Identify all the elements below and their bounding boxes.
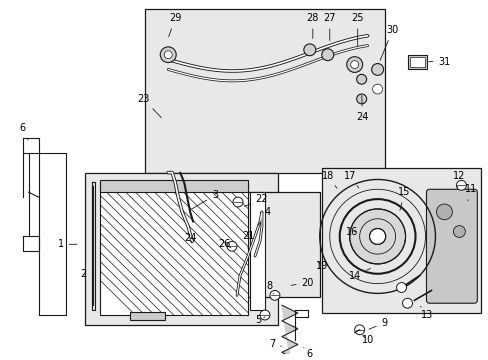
Text: 29: 29 xyxy=(168,13,181,37)
Circle shape xyxy=(350,60,358,68)
Text: 13: 13 xyxy=(420,306,433,320)
Text: 9: 9 xyxy=(368,318,387,329)
Text: 21: 21 xyxy=(241,231,254,248)
Circle shape xyxy=(321,49,333,60)
Circle shape xyxy=(260,310,269,320)
Text: 12: 12 xyxy=(452,171,465,188)
Text: 6: 6 xyxy=(20,123,28,140)
Text: 18: 18 xyxy=(321,171,336,188)
Circle shape xyxy=(452,226,465,237)
Circle shape xyxy=(354,325,364,335)
Circle shape xyxy=(372,84,382,94)
Text: 1: 1 xyxy=(58,239,77,249)
Text: 2: 2 xyxy=(80,269,92,279)
Text: 10: 10 xyxy=(361,334,373,345)
Circle shape xyxy=(402,298,412,308)
Bar xyxy=(100,183,247,315)
Text: 19: 19 xyxy=(315,261,327,271)
Text: 24: 24 xyxy=(356,95,368,122)
Circle shape xyxy=(303,44,315,56)
Bar xyxy=(408,57,425,67)
FancyBboxPatch shape xyxy=(426,189,476,303)
Text: 3: 3 xyxy=(191,190,218,209)
Circle shape xyxy=(356,75,366,84)
Text: 25: 25 xyxy=(351,13,363,46)
Text: 22: 22 xyxy=(244,194,267,206)
Text: 26: 26 xyxy=(218,239,230,249)
Text: 14: 14 xyxy=(348,269,369,281)
Text: 5: 5 xyxy=(254,315,264,325)
Text: 16: 16 xyxy=(345,226,357,237)
Text: 28: 28 xyxy=(306,13,318,39)
Circle shape xyxy=(371,64,383,75)
Text: 23: 23 xyxy=(137,94,161,118)
Circle shape xyxy=(356,94,366,104)
Circle shape xyxy=(455,180,466,190)
Text: 20: 20 xyxy=(291,278,313,288)
Bar xyxy=(145,9,384,172)
Bar xyxy=(407,55,427,69)
Circle shape xyxy=(226,241,237,251)
Bar xyxy=(249,192,264,310)
Circle shape xyxy=(164,51,172,59)
Text: 24: 24 xyxy=(183,233,196,243)
Circle shape xyxy=(369,229,385,244)
Circle shape xyxy=(396,283,406,292)
Text: 7: 7 xyxy=(268,339,281,350)
Bar xyxy=(321,168,480,313)
Circle shape xyxy=(233,197,243,207)
Bar xyxy=(224,192,319,297)
Circle shape xyxy=(346,57,362,72)
Circle shape xyxy=(160,47,176,63)
Text: 11: 11 xyxy=(464,184,476,201)
Text: 27: 27 xyxy=(323,13,335,41)
Text: 17: 17 xyxy=(343,171,358,188)
Text: 8: 8 xyxy=(266,280,273,294)
Circle shape xyxy=(349,209,405,264)
Text: 6: 6 xyxy=(303,347,312,359)
Circle shape xyxy=(436,204,451,220)
Circle shape xyxy=(269,291,279,300)
Text: 31: 31 xyxy=(428,57,449,67)
Bar xyxy=(100,180,247,192)
Bar xyxy=(130,312,165,320)
Text: 15: 15 xyxy=(398,187,410,211)
Bar xyxy=(85,172,277,325)
Text: 30: 30 xyxy=(379,25,398,60)
Text: 4: 4 xyxy=(257,207,270,225)
Polygon shape xyxy=(281,305,297,356)
